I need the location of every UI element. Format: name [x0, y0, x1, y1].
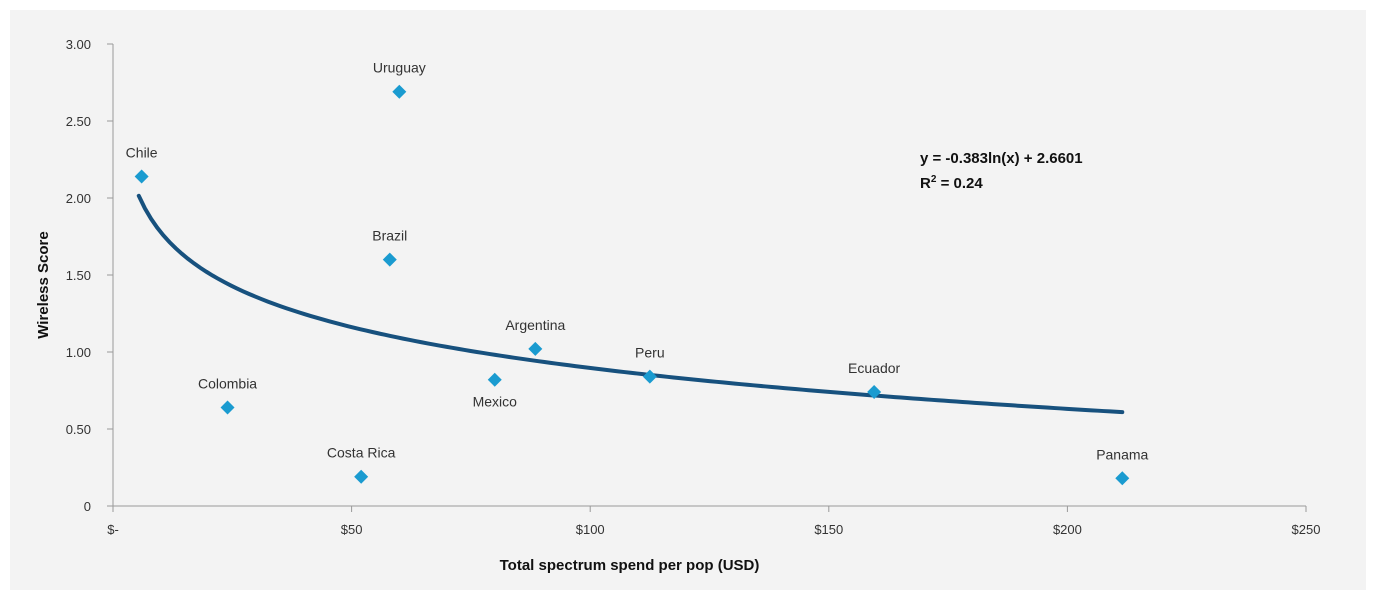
data-point-label: Peru — [635, 345, 665, 361]
data-point-label: Panama — [1096, 446, 1148, 462]
data-point-marker — [642, 369, 657, 384]
data-point-marker — [220, 400, 235, 415]
x-axis-title: Total spectrum spend per pop (USD) — [500, 557, 760, 574]
x-tick-label: $100 — [576, 522, 605, 537]
data-point-marker — [134, 169, 149, 184]
axes — [107, 43, 1307, 512]
y-tick-label: 2.50 — [66, 114, 91, 129]
data-point-marker — [528, 341, 543, 356]
x-tick-label: $250 — [1292, 522, 1321, 537]
y-tick-label: 0.50 — [66, 422, 91, 437]
y-tick-label: 2.00 — [66, 191, 91, 206]
data-point-label: Brazil — [372, 228, 407, 244]
x-tick-label: $200 — [1053, 522, 1082, 537]
y-tick-label: 1.00 — [66, 345, 91, 360]
y-tick-label: 0 — [84, 499, 91, 514]
data-point-label: Argentina — [505, 317, 565, 333]
data-point-marker — [1115, 471, 1130, 486]
point-labels: Chile Uruguay Brazil Argentina Mexico Peru Ecu… — [126, 60, 1149, 463]
data-point-marker — [382, 252, 397, 267]
trendline-group — [136, 193, 1125, 415]
data-point-label: Costa Rica — [327, 445, 396, 461]
data-point-marker — [487, 372, 502, 387]
data-point-label: Ecuador — [848, 360, 900, 376]
trendline-equation: y = -0.383ln(x) + 2.6601 — [920, 150, 1083, 167]
y-axis-title: Wireless Score — [35, 231, 52, 338]
data-points — [134, 84, 1130, 486]
data-point-marker — [867, 385, 882, 400]
tick-labels: 0 0.50 1.00 1.50 2.00 2.50 3.00 $- $50 $100 $150 $2… — [66, 37, 1321, 537]
y-tick-label: 3.00 — [66, 37, 91, 52]
trendline-r-squared: R2 = 0.24 — [920, 174, 983, 192]
y-tick-label: 1.50 — [66, 268, 91, 283]
data-point-label: Chile — [126, 144, 158, 160]
data-point-label: Colombia — [198, 375, 257, 391]
data-point-marker — [354, 469, 369, 484]
chart-area: 0 0.50 1.00 1.50 2.00 2.50 3.00 $- $50 $100 $150 $2… — [10, 10, 1366, 590]
x-tick-label: $50 — [341, 522, 363, 537]
data-point-label: Uruguay — [373, 60, 426, 76]
x-tick-label: $150 — [814, 522, 843, 537]
x-tick-label: $- — [107, 522, 119, 537]
data-point-label: Mexico — [473, 394, 518, 410]
data-point-marker — [392, 84, 407, 99]
scatter-chart: 0 0.50 1.00 1.50 2.00 2.50 3.00 $- $50 $100 $150 $2… — [35, 37, 1321, 574]
trendline — [136, 193, 1125, 415]
